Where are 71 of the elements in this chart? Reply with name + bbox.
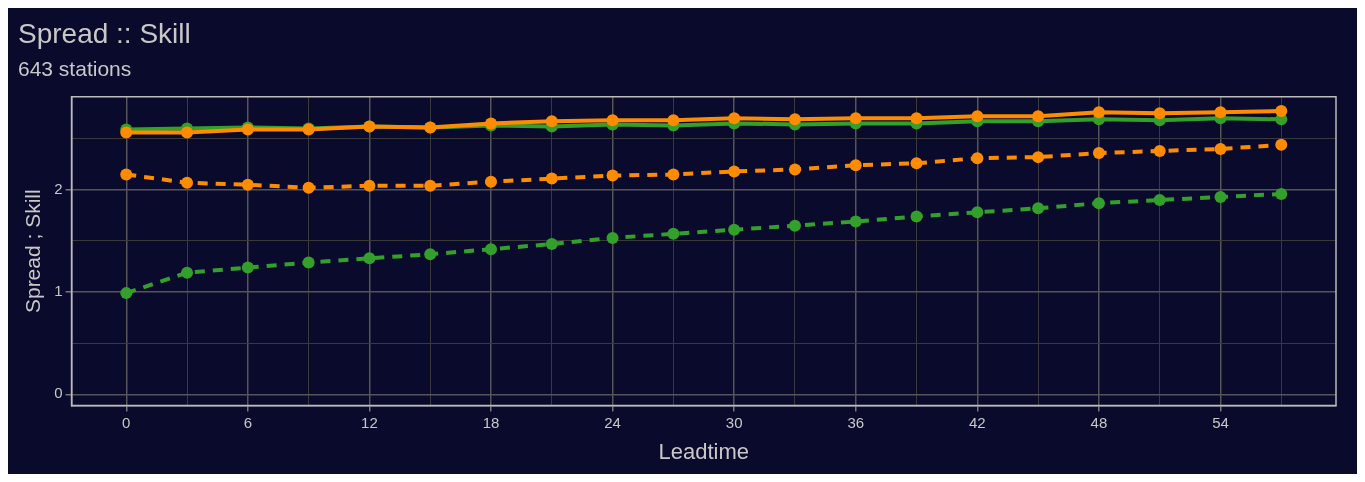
point: [1275, 138, 1288, 151]
point: [181, 126, 194, 139]
x-tick-label: 54: [1212, 413, 1229, 431]
point: [363, 252, 376, 265]
x-tick-label: 12: [361, 413, 378, 431]
point: [971, 152, 984, 165]
point: [1032, 202, 1045, 215]
point: [181, 176, 194, 189]
point: [302, 256, 315, 269]
point: [1092, 147, 1105, 160]
y-tick-label: 2: [54, 179, 63, 197]
point: [606, 169, 619, 182]
point: [788, 113, 801, 126]
point: [545, 172, 558, 185]
y-axis-title: Spread ; Skill: [21, 189, 45, 314]
point: [1153, 107, 1166, 120]
point: [667, 168, 680, 181]
point: [1092, 106, 1105, 119]
point: [1032, 151, 1045, 164]
point: [1153, 144, 1166, 157]
x-tick-label: 36: [847, 413, 865, 431]
point: [424, 248, 437, 261]
point: [910, 112, 923, 125]
point: [241, 178, 254, 191]
point: [120, 168, 133, 181]
point: [485, 175, 497, 188]
point: [363, 179, 376, 192]
x-axis-title: Leadtime: [658, 438, 750, 464]
point: [1153, 194, 1166, 207]
point: [606, 231, 619, 244]
point: [910, 210, 923, 223]
point: [424, 179, 437, 192]
point: [181, 266, 194, 279]
point: [788, 219, 801, 232]
point: [788, 163, 801, 176]
x-tick-label: 18: [482, 413, 500, 431]
point: [1275, 187, 1288, 200]
y-tick-label: 1: [54, 282, 63, 300]
point: [120, 287, 133, 300]
chart-subtitle: 643 stations: [18, 57, 132, 80]
point: [728, 165, 741, 178]
point: [849, 159, 862, 172]
point: [1214, 142, 1227, 155]
x-tick-label: 0: [122, 413, 131, 431]
point: [849, 112, 862, 125]
point: [971, 206, 984, 219]
point: [728, 223, 741, 236]
point: [910, 157, 923, 170]
y-tick-label: 0: [54, 384, 63, 402]
point: [606, 114, 619, 127]
point: [1032, 110, 1045, 123]
point: [1092, 197, 1105, 210]
point: [849, 215, 862, 228]
point: [545, 115, 558, 128]
point: [1214, 191, 1227, 204]
point: [667, 227, 680, 240]
point: [1214, 106, 1227, 119]
point: [1275, 105, 1288, 118]
x-tick-label: 24: [604, 413, 621, 431]
x-tick-label: 42: [968, 413, 986, 431]
point: [545, 238, 558, 251]
point: [971, 110, 984, 123]
chart-title: Spread :: Skill: [18, 17, 191, 49]
point: [302, 181, 315, 194]
x-tick-label: 48: [1090, 413, 1108, 431]
point: [667, 114, 680, 127]
x-tick-label: 30: [725, 413, 743, 431]
point: [485, 243, 497, 256]
x-tick-label: 6: [243, 413, 253, 431]
point: [728, 112, 741, 125]
point: [241, 261, 254, 274]
